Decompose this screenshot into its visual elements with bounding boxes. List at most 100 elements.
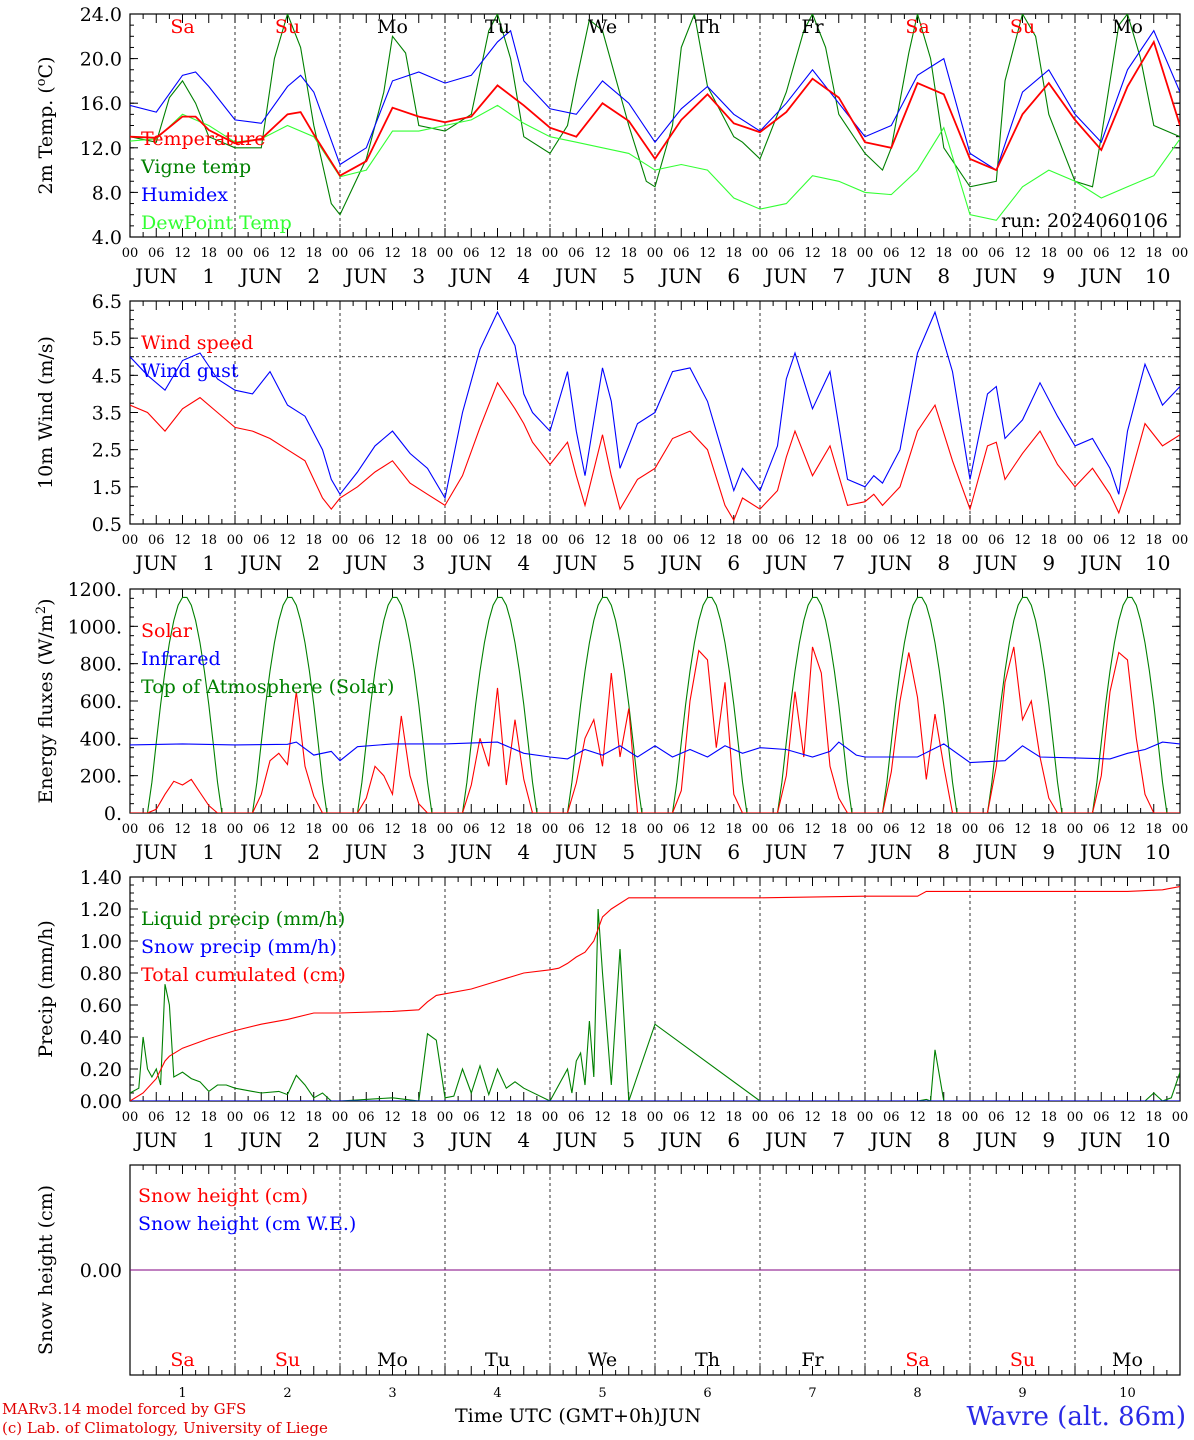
x-hour-label: 00: [752, 1110, 769, 1125]
x-hour-label: 12: [384, 533, 401, 548]
x-hour-label: 18: [515, 533, 532, 548]
unit-superscript: o: [34, 78, 49, 86]
x-hour-label: 12: [1014, 533, 1031, 548]
x-hour-label: 06: [883, 533, 900, 548]
weekday-label-top: Mo: [377, 16, 408, 38]
bottom-day-number: 8: [913, 1386, 921, 1401]
x-hour-label: 18: [410, 1110, 427, 1125]
x-hour-label: 00: [122, 822, 139, 837]
bottom-day-number: 10: [1119, 1386, 1136, 1401]
x-month-label: JUN: [1078, 264, 1122, 288]
x-month-label: JUN: [133, 840, 177, 864]
x-hour-label: 00: [857, 533, 874, 548]
y-tick-label: 400.: [80, 728, 122, 750]
legend-entry: Temperature: [141, 128, 265, 150]
x-hour-label: 00: [227, 1110, 244, 1125]
y-tick-label: 3.5: [92, 403, 122, 425]
x-hour-label: 00: [332, 822, 349, 837]
weekday-label-bottom: Fr: [801, 1349, 824, 1371]
x-hour-label: 18: [830, 822, 847, 837]
x-month-label: JUN: [343, 840, 387, 864]
x-month-label: JUN: [343, 1128, 387, 1152]
x-day-number: 1: [202, 1128, 215, 1152]
x-day-number: 8: [937, 840, 950, 864]
weekday-label-top: Sa: [905, 16, 929, 38]
x-day-number: 9: [1042, 551, 1055, 575]
x-day-number: 10: [1145, 264, 1170, 288]
x-hour-label: 00: [1067, 246, 1084, 261]
x-axis-title: Time UTC (GMT+0h)JUN: [455, 1405, 701, 1427]
x-month-label: JUN: [763, 551, 807, 575]
x-hour-label: 06: [673, 822, 690, 837]
x-hour-label: 06: [358, 1110, 375, 1125]
x-hour-label: 06: [1093, 246, 1110, 261]
x-hour-label: 12: [174, 246, 191, 261]
y-tick-label: 600.: [80, 691, 122, 713]
y-tick-label: 0.5: [92, 514, 122, 536]
x-hour-label: 06: [988, 822, 1005, 837]
legend-entry: Solar: [141, 620, 193, 642]
x-month-label: JUN: [868, 840, 912, 864]
x-month-label: JUN: [868, 1128, 912, 1152]
x-hour-label: 00: [962, 533, 979, 548]
x-month-label: JUN: [133, 264, 177, 288]
x-hour-label: 18: [410, 822, 427, 837]
x-hour-label: 12: [489, 1110, 506, 1125]
x-hour-label: 18: [1040, 246, 1057, 261]
x-month-label: JUN: [448, 1128, 492, 1152]
x-hour-label: 12: [1119, 822, 1136, 837]
x-hour-label: 06: [883, 246, 900, 261]
x-day-number: 7: [832, 840, 845, 864]
x-hour-label: 00: [647, 1110, 664, 1125]
x-hour-label: 18: [725, 822, 742, 837]
x-hour-label: 12: [489, 246, 506, 261]
y-tick-label: 1200.: [68, 579, 122, 601]
x-hour-label: 12: [1014, 1110, 1031, 1125]
x-hour-label: 00: [857, 822, 874, 837]
station-name: Wavre (alt. 86m): [966, 1402, 1186, 1432]
x-hour-label: 12: [804, 822, 821, 837]
x-hour-label: 00: [542, 533, 559, 548]
x-hour-label: 18: [200, 246, 217, 261]
x-month-label: JUN: [343, 264, 387, 288]
x-hour-label: 00: [437, 246, 454, 261]
x-hour-label: 12: [384, 822, 401, 837]
x-month-label: JUN: [658, 1128, 702, 1152]
x-month-label: JUN: [973, 264, 1017, 288]
x-hour-label: 18: [1040, 533, 1057, 548]
x-hour-label: 12: [594, 822, 611, 837]
y-tick-label: 0.80: [80, 963, 122, 985]
x-hour-label: 06: [358, 822, 375, 837]
x-day-number: 3: [412, 840, 425, 864]
x-hour-label: 00: [647, 822, 664, 837]
x-day-number: 6: [727, 264, 740, 288]
weekday-label-bottom: Sa: [905, 1349, 929, 1371]
y-tick-label: 6.5: [92, 291, 122, 313]
y-tick-label: 16.0: [80, 93, 122, 115]
x-day-number: 2: [307, 264, 320, 288]
x-hour-label: 06: [778, 1110, 795, 1125]
panel-frame-energy: [129, 588, 1181, 814]
x-hour-label: 18: [935, 822, 952, 837]
x-month-label: JUN: [448, 551, 492, 575]
bottom-day-number: 1: [178, 1386, 186, 1401]
x-hour-label: 12: [384, 1110, 401, 1125]
x-day-number: 10: [1145, 551, 1170, 575]
weekday-label-top: Th: [695, 16, 720, 38]
x-month-label: JUN: [1078, 840, 1122, 864]
weekday-label-top: Tu: [485, 16, 510, 38]
x-hour-label: 00: [962, 1110, 979, 1125]
x-day-number: 4: [517, 1128, 530, 1152]
y-tick-label: 0.20: [80, 1059, 122, 1081]
y-axis-label: Snow height (cm): [35, 1185, 57, 1355]
x-hour-label: 00: [332, 533, 349, 548]
x-month-label: JUN: [658, 840, 702, 864]
x-day-number: 6: [727, 551, 740, 575]
weekday-label-bottom: Mo: [1112, 1349, 1143, 1371]
x-month-label: JUN: [553, 840, 597, 864]
bottom-day-number: 3: [388, 1386, 396, 1401]
x-day-number: 6: [727, 840, 740, 864]
x-hour-label: 18: [620, 1110, 637, 1125]
x-hour-label: 12: [699, 533, 716, 548]
x-hour-label: 06: [568, 1110, 585, 1125]
